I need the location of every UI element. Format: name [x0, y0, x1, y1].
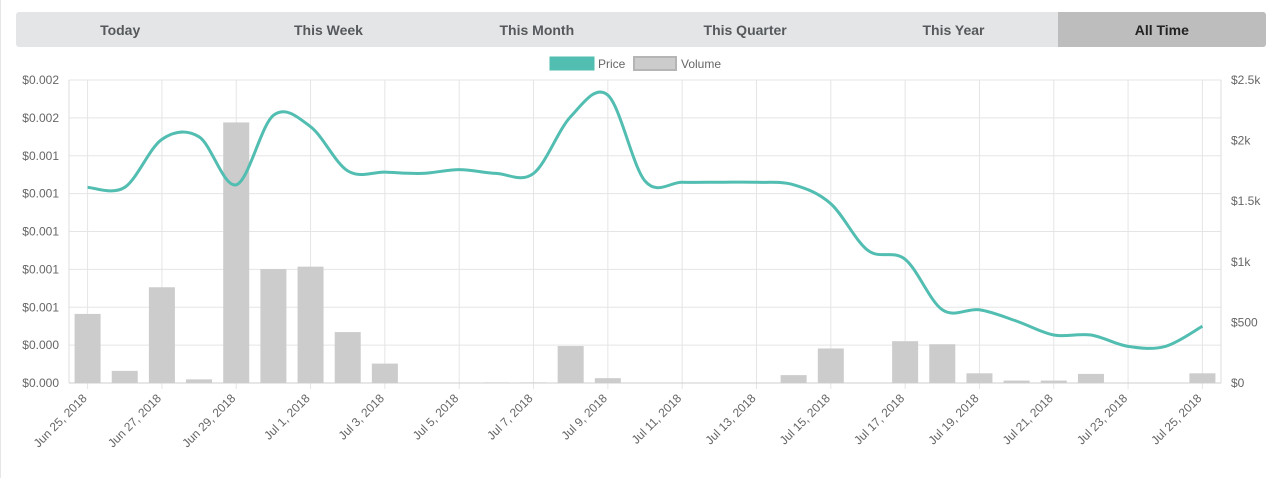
y-left-tick-label: $0.002 [22, 111, 59, 125]
x-tick-label: Jun 29, 2018 [179, 391, 238, 450]
y-left-tick-label: $0.000 [22, 376, 59, 390]
x-tick-label: Jul 21, 2018 [1000, 391, 1056, 447]
volume-bar [371, 363, 398, 383]
y-left-tick-label: $0.001 [22, 149, 59, 163]
x-tick-label: Jul 5, 2018 [410, 391, 462, 443]
y-left-tick-label: $0.001 [22, 225, 59, 239]
legend-label-volume: Volume [681, 57, 721, 71]
x-tick-label: Jul 23, 2018 [1074, 391, 1130, 447]
volume-bar [260, 269, 287, 383]
volume-bar [297, 266, 324, 383]
volume-bar [929, 344, 956, 383]
y-left-tick-label: $0.001 [22, 187, 59, 201]
y-right-tick-label: $1k [1231, 255, 1251, 269]
volume-bar [520, 382, 547, 383]
volume-bar [557, 346, 584, 383]
tab-today[interactable]: Today [100, 21, 141, 38]
volume-bar [1077, 373, 1104, 383]
x-tick-label: Jul 25, 2018 [1148, 391, 1204, 447]
x-tick-label: Jul 1, 2018 [261, 391, 313, 443]
tab-this-year[interactable]: This Year [922, 21, 985, 38]
time-range-tabs: Today This Week This Month This Quarter … [16, 12, 1266, 47]
tab-all-time[interactable]: All Time [1057, 12, 1266, 47]
tab-this-month[interactable]: This Month [499, 21, 575, 38]
x-tick-label: Jul 11, 2018 [629, 391, 685, 447]
volume-bar [223, 122, 250, 384]
y-right-tick-label: $2k [1231, 134, 1251, 148]
y-right-tick-label: $0 [1231, 376, 1245, 390]
x-tick-label: Jul 7, 2018 [484, 391, 536, 443]
x-tick-label: Jul 15, 2018 [777, 391, 833, 447]
volume-bar [817, 348, 844, 383]
volume-bar [148, 287, 175, 383]
volume-bar [966, 373, 993, 383]
legend-swatch-volume [633, 56, 677, 71]
x-tick-label: Jun 27, 2018 [105, 391, 164, 450]
volume-bar [74, 313, 101, 383]
x-tick-label: Jun 25, 2018 [31, 391, 90, 450]
tab-this-quarter[interactable]: This Quarter [703, 21, 787, 38]
tab-this-week[interactable]: This Week [293, 21, 363, 38]
y-left-tick-label: $0.000 [22, 338, 59, 352]
y-right-tick-label: $1.5k [1231, 194, 1261, 208]
x-tick-label: Jul 13, 2018 [702, 391, 758, 447]
volume-bar [892, 341, 919, 383]
x-tick-label: Jul 17, 2018 [851, 391, 907, 447]
volume-bar [334, 332, 361, 383]
volume-bar [780, 375, 807, 383]
volume-bar [483, 382, 510, 383]
volume-bar [594, 378, 621, 383]
y-right-tick-label: $500 [1231, 315, 1258, 329]
y-right-tick-label: $2.5k [1231, 73, 1261, 87]
y-left-tick-label: $0.001 [22, 300, 59, 314]
legend-swatch-price [549, 56, 595, 71]
y-left-tick-label: $0.001 [22, 262, 59, 276]
volume-bar [1189, 373, 1216, 383]
volume-bar [1040, 380, 1067, 383]
volume-bar [1003, 380, 1030, 383]
x-tick-label: Jul 9, 2018 [559, 391, 611, 443]
x-tick-label: Jul 3, 2018 [336, 391, 388, 443]
volume-bar [186, 379, 213, 383]
volume-bar [111, 370, 138, 383]
x-tick-label: Jul 19, 2018 [925, 391, 981, 447]
legend-label-price: Price [598, 57, 626, 71]
price-line [87, 90, 1204, 350]
y-left-tick-label: $0.002 [22, 73, 59, 87]
